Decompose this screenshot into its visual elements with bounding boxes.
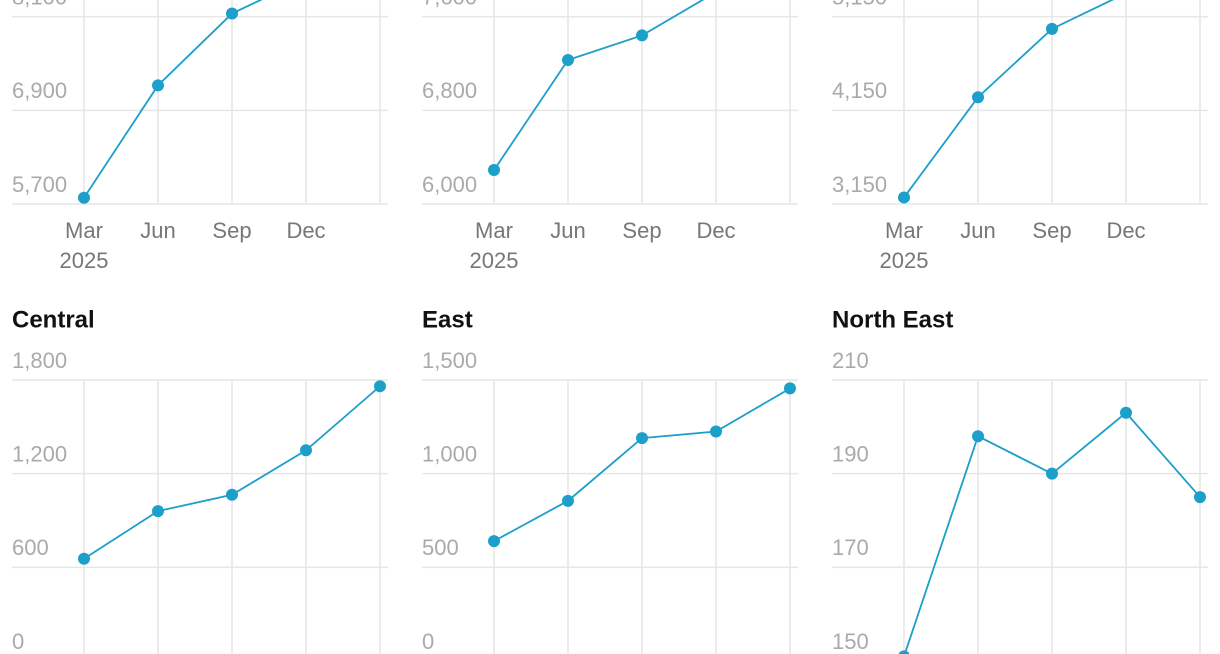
point <box>152 505 164 518</box>
y-tick-label: 1,000 <box>422 441 477 466</box>
point <box>1046 467 1058 480</box>
point <box>488 535 500 548</box>
y-tick-label: 5,150 <box>832 0 887 9</box>
chart-title: Central <box>12 306 95 333</box>
point <box>226 488 238 501</box>
y-tick-label: 150 <box>832 629 869 654</box>
y-tick-label: 170 <box>832 535 869 560</box>
point <box>898 650 910 654</box>
x-tick-label: Dec <box>286 218 325 243</box>
point <box>562 494 574 507</box>
x-tick-label: Jun <box>960 218 995 243</box>
y-tick-label: 1,500 <box>422 348 477 373</box>
y-tick-label: 5,700 <box>12 172 67 197</box>
x-tick-label: Sep <box>212 218 251 243</box>
point <box>636 29 648 42</box>
y-tick-label: 6,800 <box>422 78 477 103</box>
chart-title: North East <box>832 306 953 333</box>
y-tick-label: 7,600 <box>422 0 477 9</box>
point <box>374 380 386 393</box>
x-tick-label: Sep <box>622 218 661 243</box>
y-tick-label: 600 <box>12 535 49 560</box>
x-tick-label: Jun <box>140 218 175 243</box>
y-tick-label: 3,150 <box>832 172 887 197</box>
y-tick-label: 190 <box>832 441 869 466</box>
point <box>1046 22 1058 35</box>
y-tick-label: 4,150 <box>832 78 887 103</box>
x-tick-label: Mar <box>885 218 923 243</box>
point <box>784 382 796 395</box>
y-tick-label: 0 <box>422 629 434 654</box>
x-tick-label: Dec <box>1106 218 1145 243</box>
x-year-label: 2025 <box>470 248 519 273</box>
y-tick-label: 6,000 <box>422 172 477 197</box>
y-tick-label: 6,900 <box>12 78 67 103</box>
y-tick-label: 500 <box>422 535 459 560</box>
x-tick-label: Dec <box>696 218 735 243</box>
x-tick-label: Sep <box>1032 218 1071 243</box>
point <box>226 7 238 20</box>
point <box>636 432 648 445</box>
x-tick-label: Mar <box>475 218 513 243</box>
x-tick-label: Mar <box>65 218 103 243</box>
y-tick-label: 8,100 <box>12 0 67 9</box>
point <box>300 444 312 457</box>
chart-title: East <box>422 306 473 333</box>
x-tick-label: Jun <box>550 218 585 243</box>
point <box>488 164 500 177</box>
point <box>1194 491 1206 504</box>
x-year-label: 2025 <box>880 248 929 273</box>
point <box>1120 406 1132 419</box>
point <box>898 191 910 204</box>
y-tick-label: 210 <box>832 348 869 373</box>
point <box>78 191 90 204</box>
x-year-label: 2025 <box>60 248 109 273</box>
point <box>562 53 574 66</box>
point <box>972 430 984 443</box>
point <box>972 91 984 104</box>
point <box>152 79 164 92</box>
point <box>78 552 90 565</box>
y-tick-label: 0 <box>12 629 24 654</box>
y-tick-label: 1,800 <box>12 348 67 373</box>
y-tick-label: 1,200 <box>12 441 67 466</box>
point <box>710 425 722 438</box>
